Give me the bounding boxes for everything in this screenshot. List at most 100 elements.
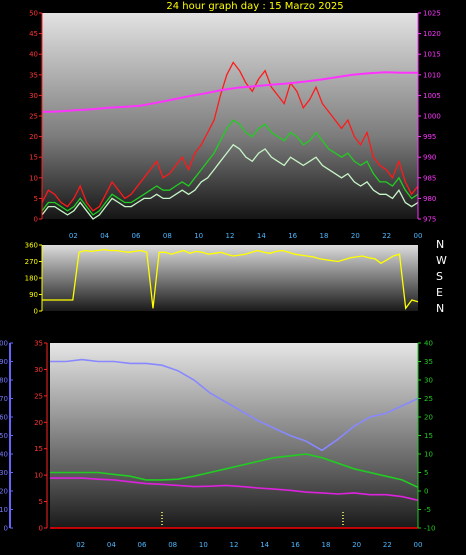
bottom-x-tick-label: 18 — [322, 541, 331, 549]
top-right-tick-label: 1005 — [423, 92, 441, 100]
top-x-tick-label: 04 — [100, 232, 109, 240]
bottom-right-tick-label: -5 — [424, 506, 431, 514]
top-x-tick-label: 22 — [382, 232, 391, 240]
bottom-left-tick-label: 15 — [34, 445, 43, 453]
bottom-x-tick-label: 16 — [291, 541, 300, 549]
bottom-right-tick-label: 0 — [424, 488, 428, 496]
bottom-x-tick-label: 06 — [138, 541, 147, 549]
bottom-left-tick-label: 10 — [34, 472, 43, 480]
humidity-tick-label: 0 — [4, 525, 8, 533]
bottom-x-tick-label: 22 — [383, 541, 392, 549]
top-left-tick-label: 45 — [29, 30, 38, 38]
humidity-tick-label: 60 — [0, 414, 8, 422]
humidity-tick-label: 20 — [0, 488, 8, 496]
top-right-tick-label: 975 — [423, 216, 436, 224]
bottom-right-tick-label: 25 — [424, 395, 433, 403]
top-left-tick-label: 20 — [29, 133, 38, 141]
series-temperature — [50, 453, 419, 489]
top-x-tick-label: 14 — [257, 232, 266, 240]
mid-tick-label: 90 — [29, 291, 38, 299]
mid-tick-label: 270 — [25, 258, 38, 266]
top-x-tick-label: 20 — [351, 232, 360, 240]
top-left-tick-label: 15 — [29, 154, 38, 162]
bottom-x-tick-label: 14 — [260, 541, 269, 549]
bottom-left-tick-label: 30 — [34, 366, 43, 374]
mid-tick-label: 0 — [34, 308, 38, 316]
bottom-left-tick-label: 35 — [34, 340, 43, 348]
bottom-x-tick-label: 20 — [352, 541, 361, 549]
humidity-tick-label: 90 — [0, 358, 8, 366]
mid-tick-label: 180 — [25, 275, 38, 283]
top-left-tick-label: 50 — [29, 10, 38, 18]
series-speed — [41, 143, 419, 220]
direction-label-w: W — [436, 254, 447, 267]
top-left-tick-label: 10 — [29, 174, 38, 182]
series-average — [41, 119, 419, 216]
top-x-tick-label: 08 — [163, 232, 172, 240]
series-humidity — [50, 358, 419, 452]
bottom-right-tick-label: 30 — [424, 377, 433, 385]
direction-label-n-top: N — [436, 238, 445, 251]
humidity-tick-label: 70 — [0, 395, 8, 403]
bottom-right-tick-label: 40 — [424, 340, 433, 348]
bottom-left-tick-label: 0 — [39, 525, 43, 533]
top-right-tick-label: 1010 — [423, 71, 441, 79]
top-right-tick-label: 980 — [423, 195, 436, 203]
top-x-tick-label: 02 — [69, 232, 78, 240]
series-direction — [42, 248, 419, 311]
wind-pressure-plot-area — [42, 13, 418, 219]
top-left-tick-label: 25 — [29, 113, 38, 121]
top-right-tick-label: 995 — [423, 133, 436, 141]
bottom-left-tick-label: 20 — [34, 419, 43, 427]
top-x-tick-label: 12 — [226, 232, 235, 240]
series-pressure — [41, 71, 418, 113]
direction-label-e: E — [436, 286, 443, 299]
humidity-tick-label: 40 — [0, 451, 8, 459]
bottom-right-tick-label: 20 — [424, 414, 433, 422]
humidity-tick-label: 100 — [0, 340, 8, 348]
top-right-tick-label: 985 — [423, 174, 436, 182]
top-left-tick-label: 30 — [29, 92, 38, 100]
humidity-tick-label: 80 — [0, 377, 8, 385]
humidity-tick-label: 10 — [0, 506, 8, 514]
top-x-tick-label: 16 — [288, 232, 297, 240]
top-right-tick-label: 1000 — [423, 113, 441, 121]
top-left-tick-label: 0 — [34, 216, 38, 224]
bottom-x-tick-label: 02 — [76, 541, 85, 549]
top-left-tick-label: 5 — [34, 195, 38, 203]
bottom-x-tick-label: 10 — [199, 541, 208, 549]
humidity-tick-label: 50 — [0, 432, 8, 440]
direction-label-n-bottom: N — [436, 302, 445, 315]
mid-tick-label: 360 — [25, 242, 38, 250]
bottom-x-tick-label: 00 — [414, 541, 423, 549]
direction-label-s: S — [436, 270, 443, 283]
top-x-tick-label: 18 — [320, 232, 329, 240]
top-right-tick-label: 1020 — [423, 30, 441, 38]
bottom-right-tick-label: 10 — [424, 451, 433, 459]
top-x-tick-label: 10 — [194, 232, 203, 240]
top-left-tick-label: 35 — [29, 71, 38, 79]
top-right-tick-label: 1015 — [423, 51, 441, 59]
temp-hum-plot-area — [50, 343, 418, 528]
bottom-left-tick-label: 5 — [39, 498, 43, 506]
bottom-left-tick-label: 25 — [34, 392, 43, 400]
bottom-x-tick-label: 08 — [168, 541, 177, 549]
bottom-right-tick-label: 35 — [424, 358, 433, 366]
top-right-tick-label: 1025 — [423, 10, 441, 18]
direction-plot-area — [42, 245, 418, 311]
series-dewpoint — [50, 477, 419, 502]
chart-title: 24 hour graph day : 15 Marzo 2025 — [166, 1, 343, 12]
humidity-tick-label: 30 — [0, 469, 8, 477]
top-left-tick-label: 40 — [29, 51, 38, 59]
bottom-right-tick-label: 15 — [424, 432, 433, 440]
top-x-tick-label: 06 — [132, 232, 141, 240]
series-gust — [41, 61, 419, 212]
top-right-tick-label: 990 — [423, 154, 436, 162]
top-x-tick-label: 00 — [414, 232, 423, 240]
bottom-x-tick-label: 12 — [230, 541, 239, 549]
bottom-right-tick-label: 5 — [424, 469, 428, 477]
bottom-right-tick-label: -10 — [424, 525, 435, 533]
bottom-x-tick-label: 04 — [107, 541, 116, 549]
